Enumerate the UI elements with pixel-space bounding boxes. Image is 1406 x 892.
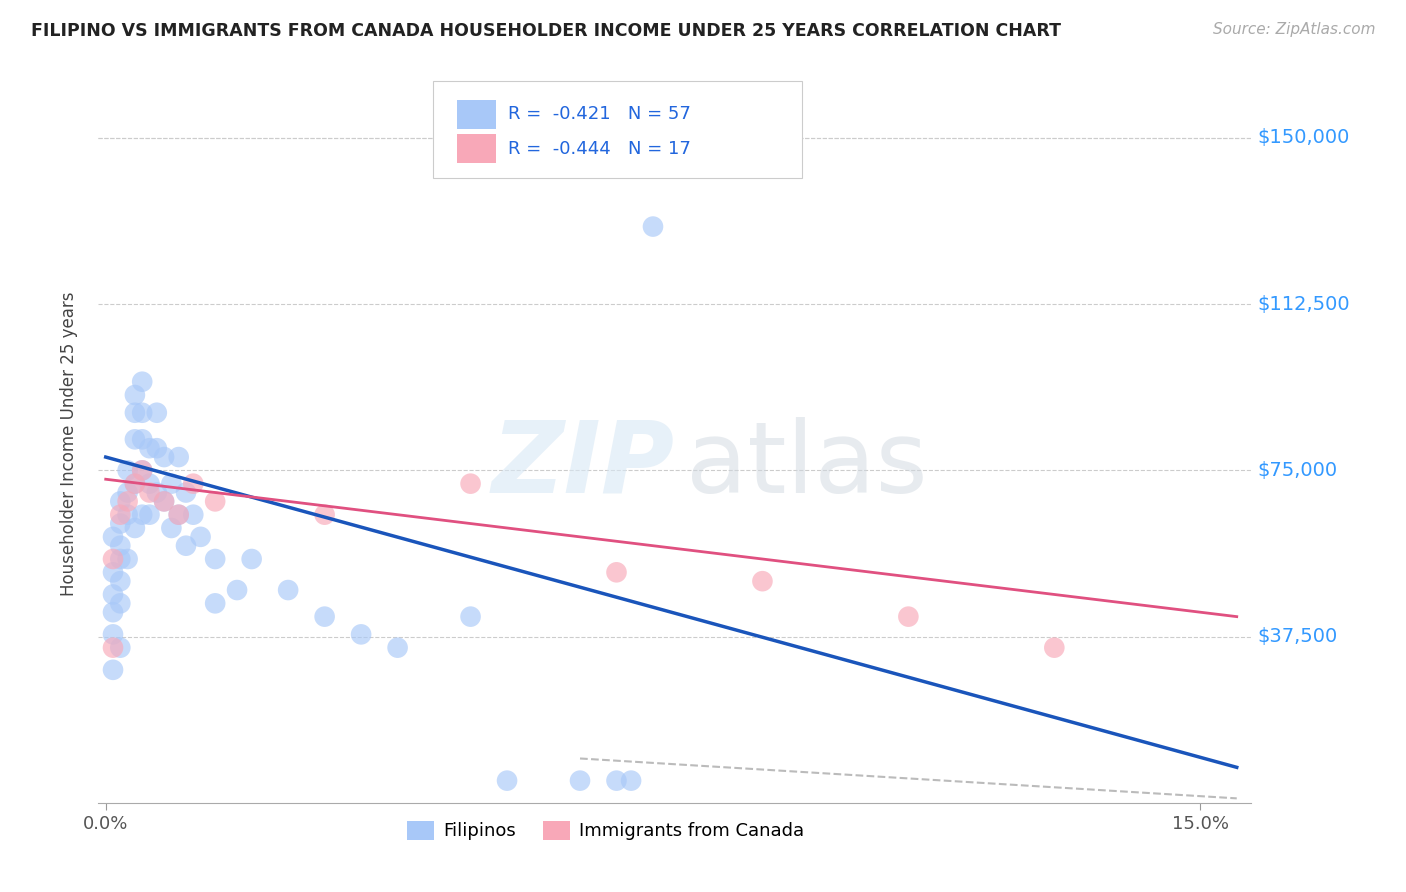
Text: FILIPINO VS IMMIGRANTS FROM CANADA HOUSEHOLDER INCOME UNDER 25 YEARS CORRELATION: FILIPINO VS IMMIGRANTS FROM CANADA HOUSE…: [31, 22, 1062, 40]
Point: [897, 609, 920, 624]
Point: [167, 508, 190, 522]
Point: [240, 552, 263, 566]
Point: [181, 508, 204, 522]
Point: [160, 476, 183, 491]
Point: [110, 640, 132, 655]
Point: [110, 494, 132, 508]
Point: [181, 476, 204, 491]
Legend: Filipinos, Immigrants from Canada: Filipinos, Immigrants from Canada: [399, 814, 811, 847]
Point: [204, 596, 226, 610]
Text: $37,500: $37,500: [1257, 627, 1337, 646]
Point: [160, 521, 183, 535]
Point: [460, 476, 482, 491]
Point: [350, 627, 373, 641]
Point: [569, 773, 592, 788]
Point: [117, 552, 139, 566]
Point: [101, 640, 124, 655]
Point: [146, 485, 169, 500]
Text: R =  -0.421   N = 57: R = -0.421 N = 57: [508, 105, 690, 123]
Point: [146, 406, 169, 420]
Point: [174, 539, 197, 553]
Point: [124, 388, 146, 402]
Point: [190, 530, 212, 544]
Point: [153, 450, 176, 464]
Point: [101, 566, 124, 580]
Y-axis label: Householder Income Under 25 years: Householder Income Under 25 years: [59, 292, 77, 596]
Point: [124, 476, 146, 491]
Point: [167, 508, 190, 522]
Point: [131, 508, 153, 522]
Point: [605, 773, 627, 788]
Point: [101, 530, 124, 544]
Point: [641, 219, 664, 234]
FancyBboxPatch shape: [457, 135, 496, 163]
Point: [204, 494, 226, 508]
Point: [131, 463, 153, 477]
Point: [226, 582, 249, 597]
Point: [131, 375, 153, 389]
FancyBboxPatch shape: [457, 100, 496, 128]
Text: $150,000: $150,000: [1257, 128, 1350, 147]
Point: [110, 574, 132, 589]
Text: ZIP: ZIP: [492, 417, 675, 514]
Point: [117, 508, 139, 522]
Point: [101, 605, 124, 619]
Point: [124, 521, 146, 535]
Point: [101, 663, 124, 677]
Point: [117, 463, 139, 477]
Point: [620, 773, 643, 788]
Point: [124, 406, 146, 420]
Point: [124, 433, 146, 447]
Point: [101, 552, 124, 566]
Point: [124, 476, 146, 491]
Point: [117, 485, 139, 500]
Point: [204, 552, 226, 566]
Point: [101, 627, 124, 641]
Point: [138, 508, 160, 522]
Text: $75,000: $75,000: [1257, 461, 1337, 480]
Text: $112,500: $112,500: [1257, 294, 1350, 314]
Point: [110, 508, 132, 522]
Point: [131, 433, 153, 447]
Text: atlas: atlas: [686, 417, 928, 514]
Point: [277, 582, 299, 597]
Point: [131, 463, 153, 477]
Point: [1043, 640, 1066, 655]
Point: [460, 609, 482, 624]
Point: [138, 441, 160, 455]
Point: [110, 596, 132, 610]
FancyBboxPatch shape: [433, 81, 801, 178]
Point: [751, 574, 773, 589]
Point: [101, 587, 124, 601]
Point: [138, 476, 160, 491]
Point: [153, 494, 176, 508]
Point: [110, 539, 132, 553]
Point: [153, 494, 176, 508]
Point: [167, 450, 190, 464]
Point: [314, 609, 336, 624]
Point: [314, 508, 336, 522]
Point: [131, 406, 153, 420]
Text: Source: ZipAtlas.com: Source: ZipAtlas.com: [1212, 22, 1375, 37]
Point: [117, 494, 139, 508]
Point: [110, 516, 132, 531]
Point: [174, 485, 197, 500]
Point: [605, 566, 627, 580]
Point: [496, 773, 519, 788]
Point: [110, 552, 132, 566]
Point: [387, 640, 409, 655]
Point: [146, 441, 169, 455]
Text: R =  -0.444   N = 17: R = -0.444 N = 17: [508, 140, 690, 158]
Point: [138, 485, 160, 500]
